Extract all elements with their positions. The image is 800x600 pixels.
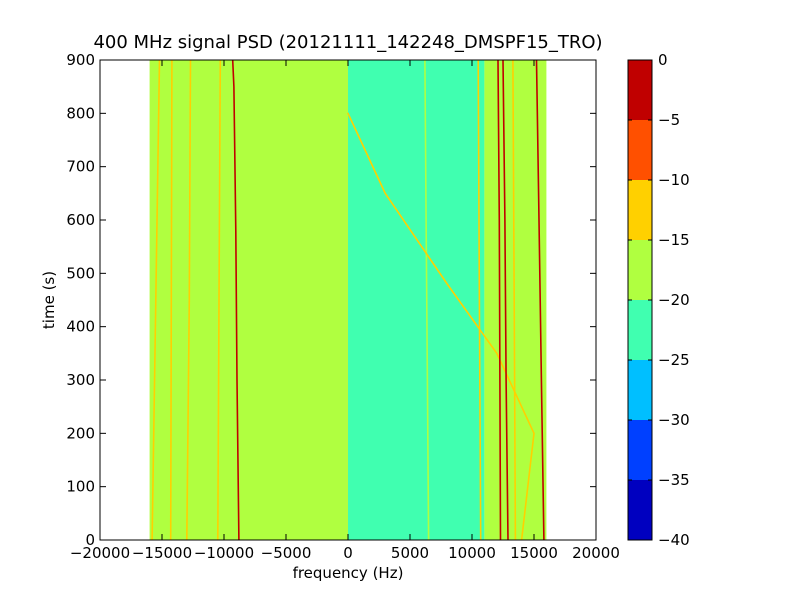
x-tick-label: −10000 <box>194 544 254 562</box>
y-tick-label: 100 <box>66 478 95 496</box>
y-axis-label: time (s) <box>40 271 58 329</box>
x-tick-label: −15000 <box>132 544 192 562</box>
heatmap-layer <box>149 60 547 540</box>
signal-trace-4 <box>231 60 240 540</box>
x-tick-label: 0 <box>343 544 353 562</box>
colorbar-band <box>628 300 652 360</box>
signal-trace-0 <box>151 60 161 540</box>
colorbar-tick-label: −25 <box>658 351 690 369</box>
colorbar-tick-label: −20 <box>658 291 690 309</box>
heatmap-region-1 <box>348 60 485 540</box>
x-axis-label: frequency (Hz) <box>293 564 404 582</box>
y-tick-label: 200 <box>66 424 95 442</box>
y-tick-label: 500 <box>66 264 95 282</box>
signal-trace-1 <box>169 60 173 540</box>
trace-layer <box>151 60 545 540</box>
y-tick-label: 600 <box>66 211 95 229</box>
y-tick-label: 900 <box>66 51 95 69</box>
colorbar-band <box>628 240 652 300</box>
x-tick-label: 10000 <box>448 544 496 562</box>
colorbar-tick-label: 0 <box>658 51 668 69</box>
signal-trace-11 <box>535 60 545 540</box>
signal-trace-6 <box>347 112 535 540</box>
colorbar-tick-label: −35 <box>658 471 690 489</box>
y-axis: 0 100 200 300 400 500 600 700 800 900 <box>66 51 596 549</box>
x-tick-label: −20000 <box>70 544 130 562</box>
colorbar-band <box>628 480 652 540</box>
signal-trace-10 <box>512 60 517 540</box>
x-tick-label: 5000 <box>391 544 429 562</box>
signal-trace-2 <box>186 60 192 540</box>
signal-trace-3 <box>217 60 222 540</box>
colorbar-tick-label: −15 <box>658 231 690 249</box>
x-tick-label: −5000 <box>261 544 312 562</box>
signal-trace-9 <box>502 60 509 540</box>
y-tick-label: 300 <box>66 371 95 389</box>
x-tick-label: 15000 <box>510 544 558 562</box>
colorbar-tick-label: −30 <box>658 411 690 429</box>
signal-trace-8 <box>497 60 502 540</box>
x-tick-label: 20000 <box>572 544 620 562</box>
colorbar-band <box>628 420 652 480</box>
y-tick-label: 0 <box>85 531 95 549</box>
colorbar-tick-label: −40 <box>658 531 690 549</box>
colorbar-band <box>628 60 652 120</box>
y-tick-label: 400 <box>66 318 95 336</box>
colorbar-band <box>628 180 652 240</box>
signal-trace-5 <box>424 60 430 540</box>
colorbar-tick-label: −5 <box>658 111 680 129</box>
heatmap-region-0 <box>149 60 348 540</box>
colorbar-tick-label: −10 <box>658 171 690 189</box>
x-axis: −20000 −15000 −10000 −5000 0 5000 10000 15000 20… <box>70 60 620 562</box>
chart-title: 400 MHz signal PSD (20121111_142248_DMSP… <box>93 32 602 53</box>
colorbar-band <box>628 360 652 420</box>
signal-trace-7 <box>477 60 482 540</box>
y-tick-label: 800 <box>66 104 95 122</box>
colorbar-band <box>628 120 652 180</box>
colorbar: −40 −35 −30 −25 −20 −15 −10 −5 0 <box>627 51 690 549</box>
y-tick-label: 700 <box>66 158 95 176</box>
